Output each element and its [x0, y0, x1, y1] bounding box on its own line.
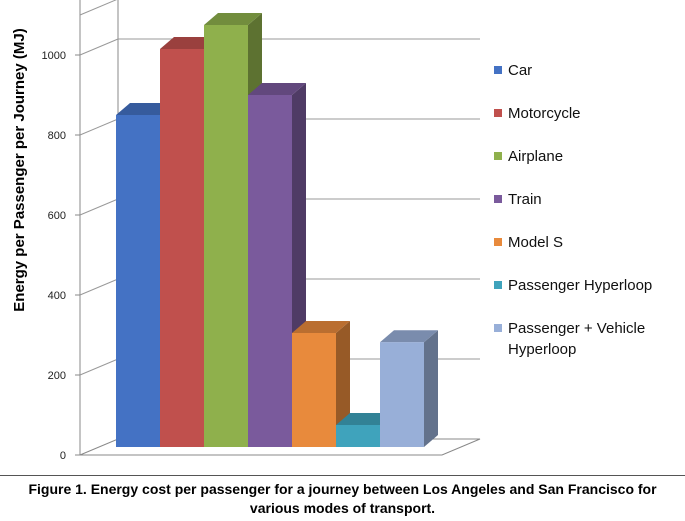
gridline-diagonal	[79, 38, 119, 56]
bar-top	[336, 413, 394, 425]
legend-swatch	[494, 66, 502, 74]
legend-swatch	[494, 324, 502, 332]
bar-front	[292, 333, 336, 447]
legend-item: Car	[494, 62, 532, 79]
bar-top	[380, 330, 438, 343]
caption-line-1: Figure 1. Energy cost per passenger for …	[28, 481, 657, 497]
bar-top	[204, 13, 262, 25]
legend-swatch	[494, 238, 502, 246]
legend-label: Motorcycle	[508, 105, 581, 122]
legend-label: Car	[508, 62, 532, 79]
legend: Car Motorcycle Airplane Train Model S Passeng…	[494, 62, 652, 358]
legend-item: Passenger Hyperloop	[494, 277, 652, 294]
chart-floor	[79, 438, 481, 456]
bar-front	[248, 95, 292, 447]
gridline-diagonal	[79, 278, 119, 296]
legend-label: Airplane	[508, 148, 563, 165]
gridline-diagonal	[79, 358, 119, 376]
y-tick-label: 1000	[42, 50, 66, 62]
bar-side	[336, 321, 350, 447]
legend-label: Passenger + Vehicle Hyperloop	[508, 320, 645, 358]
bar-front	[160, 49, 204, 447]
bar-top	[160, 37, 218, 49]
bars	[116, 13, 438, 447]
y-tick-label: 0	[60, 450, 66, 462]
bar-top	[292, 321, 350, 333]
legend-label: Passenger Hyperloop	[508, 277, 652, 294]
bar-top	[116, 103, 174, 115]
gridline-diagonal	[79, 118, 119, 136]
legend-swatch	[494, 109, 502, 117]
bar-front	[380, 342, 424, 447]
legend-item: Passenger + Vehicle Hyperloop	[494, 320, 645, 358]
bar-front	[336, 425, 380, 447]
legend-swatch	[494, 195, 502, 203]
bar-front	[204, 25, 248, 447]
bar-front	[116, 115, 160, 447]
legend-item: Train	[494, 191, 542, 208]
legend-label: Train	[508, 191, 542, 208]
bar-model-s	[292, 321, 350, 447]
bar-chart: 0 200 400 600 800 1000 Energy per Passenger p…	[11, 0, 652, 462]
bar-passenger-vehicle-hyperloop	[380, 330, 438, 447]
gridline-diagonal	[79, 0, 117, 16]
y-axis-label: Energy per Passenger per Journey (MJ)	[11, 28, 28, 311]
caption-divider	[0, 475, 685, 476]
legend-item: Motorcycle	[494, 105, 581, 122]
figure-caption: Figure 1. Energy cost per passenger for …	[0, 480, 685, 518]
y-tick-label: 600	[48, 210, 66, 222]
legend-swatch	[494, 152, 502, 160]
gridline-diagonal	[79, 198, 119, 216]
caption-line-2: various modes of transport.	[249, 500, 436, 516]
legend-label: Model S	[508, 234, 563, 251]
bar-top	[248, 83, 306, 95]
bar-train	[248, 83, 306, 447]
bar-side	[424, 330, 438, 447]
y-tick-label: 800	[48, 130, 66, 142]
legend-item: Model S	[494, 234, 563, 251]
y-tick-label: 400	[48, 290, 66, 302]
y-tick-label: 200	[48, 370, 66, 382]
legend-item: Airplane	[494, 148, 563, 165]
legend-swatch	[494, 281, 502, 289]
y-axis-ticks: 0 200 400 600 800 1000	[42, 50, 80, 462]
